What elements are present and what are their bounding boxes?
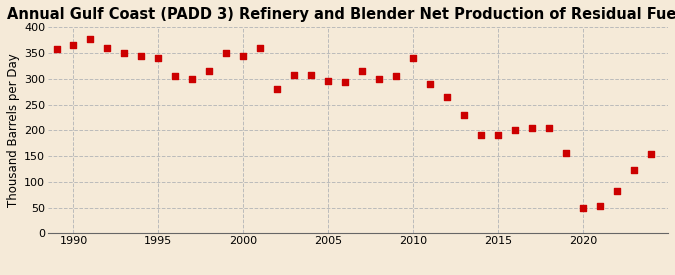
Point (221, 51, 232, 55)
Point (425, 82, 435, 86)
Point (255, 46, 266, 50)
Point (289, 72, 300, 77)
Point (391, 74, 402, 78)
Title: Annual Gulf Coast (PADD 3) Refinery and Blender Net Production of Residual Fuel : Annual Gulf Coast (PADD 3) Refinery and … (7, 7, 675, 22)
Point (272, 87, 283, 91)
Point (306, 72, 317, 77)
Point (204, 69, 215, 73)
Point (323, 79, 333, 84)
Point (170, 74, 181, 78)
Point (408, 56, 418, 60)
Point (578, 205, 589, 210)
Point (628, 168, 639, 173)
Point (340, 80, 351, 85)
Point (102, 46, 113, 50)
Point (238, 53, 249, 58)
Point (561, 151, 572, 156)
Point (374, 76, 385, 81)
Point (476, 133, 487, 138)
Point (646, 152, 657, 156)
Point (119, 51, 130, 55)
Point (595, 204, 605, 209)
Point (544, 125, 555, 130)
Point (153, 56, 164, 60)
Point (51, 47, 62, 52)
Point (357, 69, 368, 73)
Point (136, 53, 147, 58)
Point (187, 76, 198, 81)
Point (493, 133, 504, 138)
Point (510, 128, 520, 133)
Point (442, 95, 453, 99)
Point (526, 125, 537, 130)
Point (68, 43, 79, 48)
Point (612, 189, 622, 193)
Point (85, 36, 96, 41)
Y-axis label: Thousand Barrels per Day: Thousand Barrels per Day (7, 53, 20, 207)
Point (459, 113, 470, 117)
